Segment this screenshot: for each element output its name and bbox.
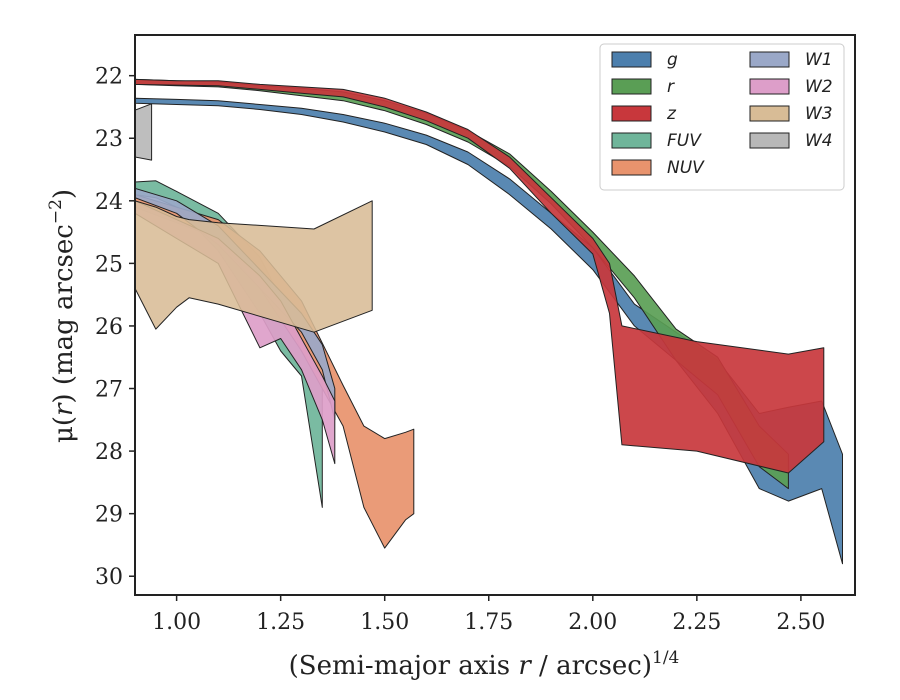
y-tick-label: 22 (95, 65, 123, 90)
y-tick-label: 29 (95, 503, 123, 528)
y-tick-label: 26 (95, 315, 123, 340)
legend-swatch-r (611, 78, 652, 95)
x-tick-label: 1.25 (256, 610, 305, 635)
x-tick-label: 2.50 (776, 610, 825, 635)
legend-label-w3: W3 (805, 104, 833, 124)
band-g (135, 97, 843, 565)
y-tick-label: 23 (95, 127, 123, 152)
legend-swatch-w1 (749, 51, 790, 68)
legend: grz FUV NUV W1 W2 W3 W4 (599, 43, 845, 191)
legend-swatch-g (611, 51, 652, 68)
y-axis: 22 23 24 25 26 27 28 29 30 (95, 65, 135, 590)
legend-swatch-fuv (611, 132, 652, 149)
band-z (135, 78, 825, 474)
legend-swatch-z (611, 105, 652, 122)
legend-label-r: r (667, 77, 675, 97)
x-tick-label: 1.00 (152, 610, 201, 635)
y-tick-label: 28 (95, 440, 123, 465)
y-tick-label: 24 (95, 190, 123, 215)
plot-frame (134, 34, 856, 596)
legend-label-w2: W2 (805, 77, 833, 97)
y-tick-label: 25 (95, 252, 123, 277)
x-tick-label: 2.00 (568, 610, 617, 635)
legend-swatch-w4 (749, 132, 790, 149)
x-axis-label: (Semi-major axis r / arcsec)1/4 (289, 648, 680, 681)
legend-label-nuv: NUV (667, 158, 705, 178)
y-tick-label: 27 (95, 378, 123, 403)
legend-label-w1: W1 (805, 50, 833, 70)
legend-label-g: g (667, 50, 678, 70)
series-bands (135, 78, 843, 565)
band-w4 (135, 103, 153, 161)
x-tick-label: 1.75 (464, 610, 513, 635)
legend-label-w4: W4 (805, 131, 833, 151)
x-axis: 1.00 1.25 1.50 1.75 2.00 2.25 2.50 (152, 595, 825, 635)
legend-swatch-nuv (611, 159, 652, 176)
legend-swatch-w3 (749, 105, 790, 122)
x-tick-label: 1.50 (360, 610, 409, 635)
y-tick-label: 30 (95, 565, 123, 590)
y-axis-label: μ(r) (mag arcsec−2) (46, 189, 79, 443)
legend-swatch-w2 (749, 78, 790, 95)
legend-label-z: z (666, 104, 677, 124)
band-w3 (135, 200, 373, 333)
x-tick-label: 2.25 (672, 610, 721, 635)
legend-label-fuv: FUV (667, 131, 702, 151)
